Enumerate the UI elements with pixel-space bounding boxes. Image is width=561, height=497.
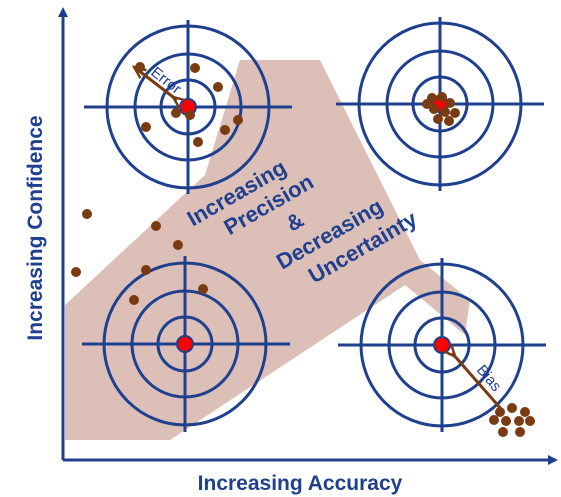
dots-bottom-left xyxy=(71,209,208,305)
x-axis-label: Increasing Accuracy xyxy=(198,472,403,495)
dot xyxy=(233,115,243,125)
dot xyxy=(429,104,439,114)
dot xyxy=(507,403,517,413)
y-axis-label: Increasing Confidence xyxy=(24,115,47,340)
bias-label: Bias xyxy=(473,362,505,395)
dot xyxy=(525,416,535,426)
bias-arrow xyxy=(452,353,504,411)
dot xyxy=(422,99,432,109)
dot xyxy=(433,114,443,124)
center-dot-bottom-right xyxy=(433,336,451,354)
dot xyxy=(515,427,525,437)
dot xyxy=(190,63,200,73)
dot xyxy=(514,416,524,426)
dots-top-right xyxy=(422,92,460,126)
dot xyxy=(498,427,508,437)
dot xyxy=(141,265,151,275)
dot xyxy=(193,137,203,147)
dot xyxy=(198,284,208,294)
dot xyxy=(501,416,511,426)
dot xyxy=(135,62,145,72)
dots-bottom-right xyxy=(489,403,535,437)
dot xyxy=(450,108,460,118)
error-arrow xyxy=(138,70,177,100)
dot xyxy=(141,122,151,132)
center-dot-bottom-left xyxy=(176,335,194,353)
dot xyxy=(495,407,505,417)
dot xyxy=(129,295,139,305)
dot xyxy=(437,92,447,102)
dot xyxy=(220,125,230,135)
dots-top-left xyxy=(135,62,243,147)
dot xyxy=(71,267,81,277)
dot xyxy=(520,407,530,417)
dot xyxy=(213,82,223,92)
dot xyxy=(445,98,455,108)
dot xyxy=(185,110,195,120)
dot xyxy=(489,415,499,425)
dot xyxy=(440,107,450,117)
dot xyxy=(444,116,454,126)
dot xyxy=(173,240,183,250)
dot xyxy=(151,221,161,231)
dot xyxy=(82,209,92,219)
dot xyxy=(171,108,181,118)
